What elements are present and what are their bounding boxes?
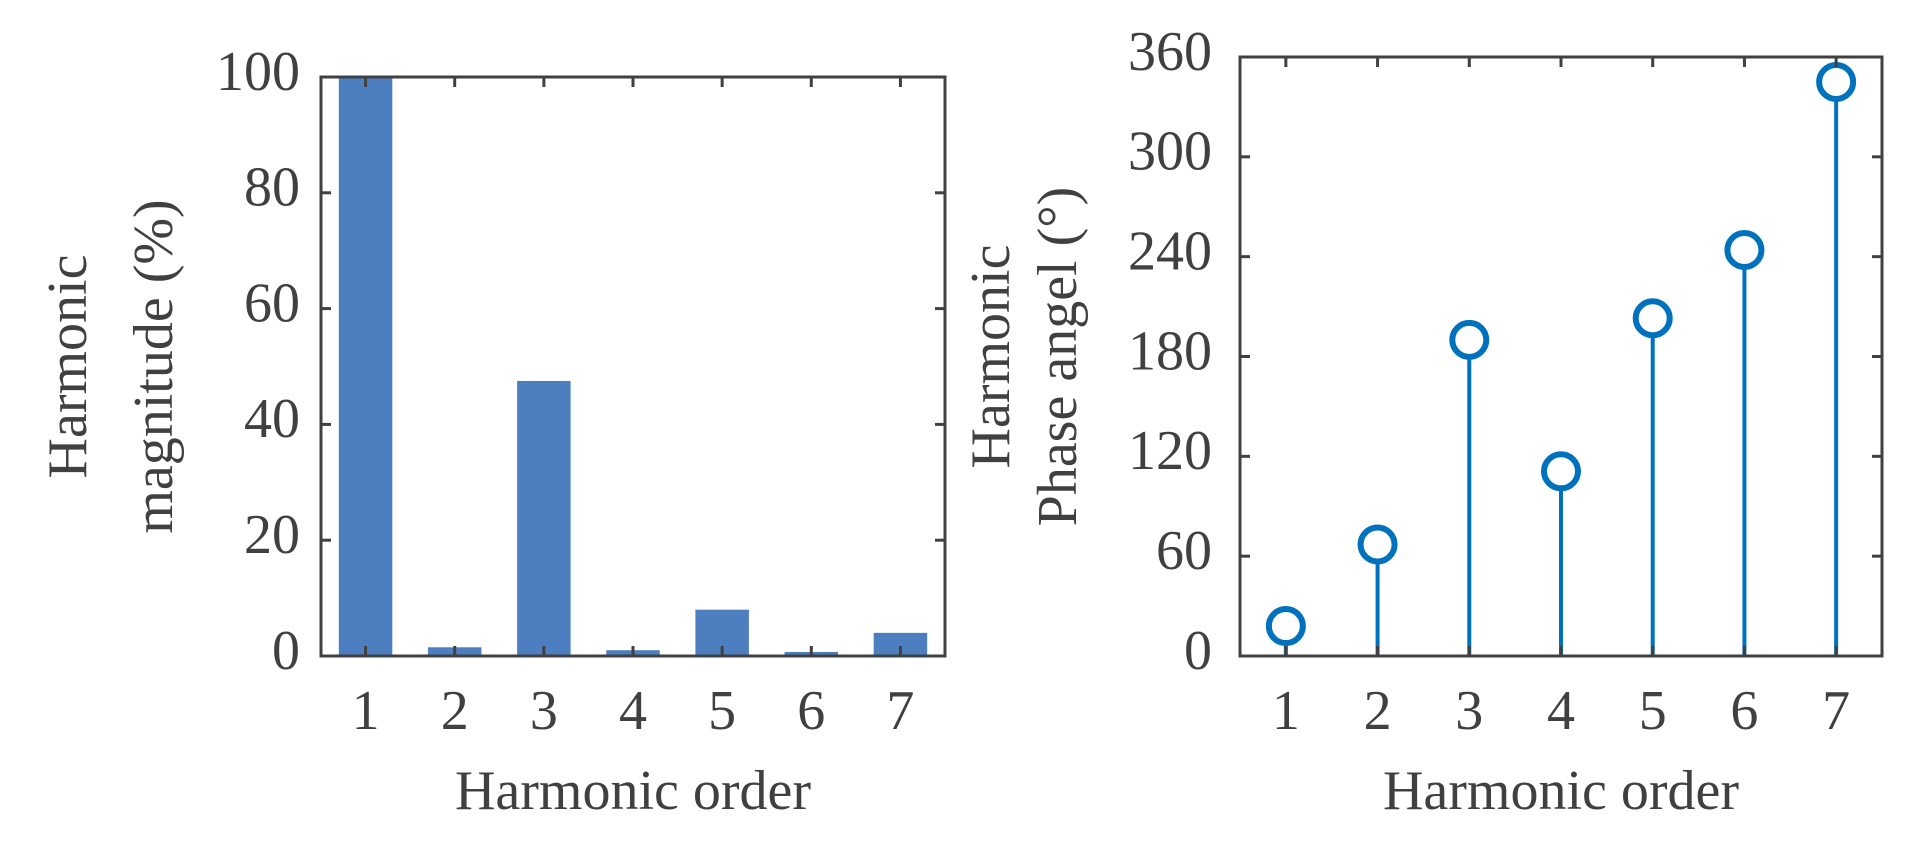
- stem: [1632, 298, 1673, 656]
- x-tick-label: 1: [1272, 680, 1300, 742]
- y-tick-label: 0: [272, 620, 300, 682]
- y-tick-label: 80: [244, 157, 300, 219]
- x-tick-label: 7: [1822, 680, 1850, 742]
- y-tick-label: 120: [1128, 420, 1212, 482]
- x-tick-label: 6: [1730, 680, 1758, 742]
- y-tick-label: 360: [1128, 21, 1212, 83]
- y-tick-label: 180: [1128, 320, 1212, 382]
- x-tick-label: 6: [797, 680, 825, 742]
- y-tick-label: 240: [1128, 221, 1212, 283]
- x-tick-label: 7: [886, 680, 914, 742]
- stem: [1541, 451, 1581, 656]
- bar: [517, 380, 571, 656]
- x-axis-label: Harmonic order: [1383, 760, 1739, 822]
- x-tick-label: 5: [708, 680, 736, 742]
- axes-box: [319, 75, 947, 658]
- y-tick-label: 0: [1184, 620, 1212, 682]
- stem: [1449, 319, 1490, 656]
- stem-marker: [1449, 319, 1490, 360]
- stem-marker: [1541, 451, 1581, 492]
- x-tick-label: 2: [441, 680, 469, 742]
- stem-marker: [1632, 298, 1673, 339]
- x-tick-label: 3: [1455, 680, 1483, 742]
- stem-marker: [1357, 524, 1398, 565]
- y-axis-label: Phase angel (°): [1027, 187, 1089, 527]
- y-axis-label: Harmonic: [37, 255, 99, 479]
- y-tick-label: 300: [1128, 121, 1212, 183]
- stem: [1357, 524, 1398, 656]
- stem: [1816, 61, 1857, 656]
- x-tick-label: 2: [1364, 680, 1392, 742]
- y-axis-label: magnitude (%): [123, 199, 185, 533]
- y-tick-label: 100: [216, 41, 300, 103]
- stem: [1724, 230, 1765, 656]
- y-tick-label: 60: [1156, 520, 1212, 582]
- stem-marker: [1724, 230, 1765, 271]
- y-tick-label: 20: [244, 504, 300, 566]
- x-axis-label: Harmonic order: [455, 760, 811, 822]
- chart: 0 20 40 60 80 100 1 2 3 4 5 6 7 Harmonic order Harmoni…: [37, 41, 947, 822]
- y-axis-label: Harmonic: [960, 245, 1022, 469]
- x-tick-label: 1: [352, 680, 380, 742]
- y-tick-label: 60: [244, 272, 300, 334]
- x-tick-label: 5: [1639, 680, 1667, 742]
- stem-marker: [1265, 606, 1306, 647]
- y-tick-label: 40: [244, 388, 300, 450]
- stem-marker: [1816, 61, 1857, 102]
- chart: 0 60 120 180 240 300 360 1 2 3 4 5 6 7 Harmonic order H…: [960, 21, 1884, 822]
- x-tick-label: 4: [619, 680, 647, 742]
- x-tick-label: 4: [1547, 680, 1575, 742]
- x-tick-label: 3: [530, 680, 558, 742]
- bar: [873, 632, 928, 656]
- bar: [338, 77, 393, 656]
